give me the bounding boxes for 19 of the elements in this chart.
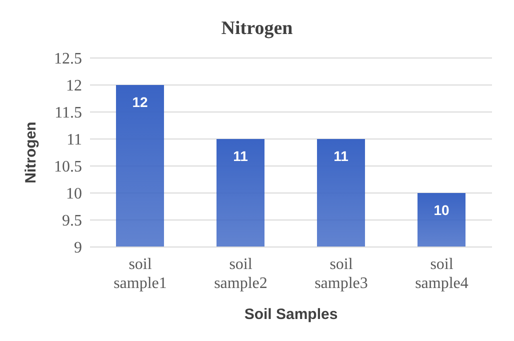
y-tick-label: 11 bbox=[66, 132, 82, 149]
x-tick-label: soil sample3 bbox=[314, 256, 368, 292]
y-axis-title: Nitrogen bbox=[22, 122, 40, 184]
y-tick-label: 12.5 bbox=[54, 50, 82, 68]
y-tick-label: 12 bbox=[66, 78, 82, 95]
data-label: 11 bbox=[233, 148, 248, 164]
y-tick-label: 10 bbox=[66, 186, 82, 203]
chart-title: Nitrogen bbox=[220, 18, 294, 40]
x-axis-title: Soil Samples bbox=[244, 306, 338, 323]
x-tick-label: soil sample2 bbox=[214, 256, 268, 292]
y-tick-label: 10.5 bbox=[54, 158, 82, 176]
x-tick-label: soil sample4 bbox=[415, 256, 468, 292]
y-tick-label: 9 bbox=[74, 240, 82, 257]
data-label: 10 bbox=[434, 202, 450, 218]
y-tick-label: 9.5 bbox=[62, 212, 82, 230]
y-tick-label: 11.5 bbox=[54, 104, 82, 122]
x-tick-label: soil sample1 bbox=[114, 256, 167, 292]
data-label: 12 bbox=[132, 94, 148, 110]
data-label: 11 bbox=[334, 148, 349, 164]
